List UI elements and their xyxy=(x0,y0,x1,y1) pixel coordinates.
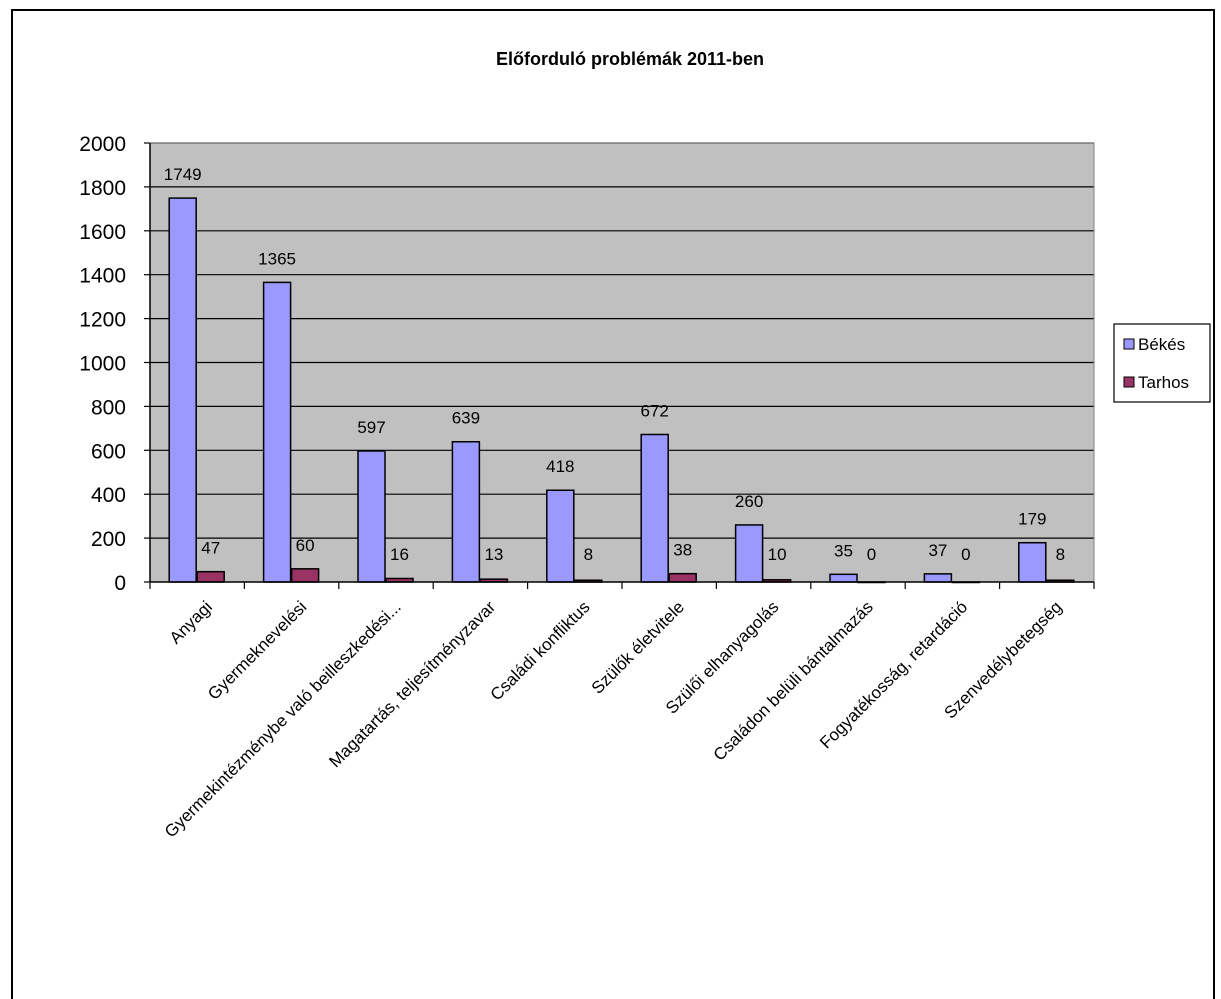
data-label: 179 xyxy=(1018,510,1046,529)
data-label: 1749 xyxy=(164,165,202,184)
bar-bekes xyxy=(357,450,386,583)
data-label: 260 xyxy=(735,492,763,511)
bar-bekes xyxy=(829,573,858,583)
bar-tarhos xyxy=(668,572,697,583)
category-label: Szülők életvitele xyxy=(588,597,688,697)
y-tick-label: 1000 xyxy=(79,353,126,376)
bar-tarhos xyxy=(290,568,320,583)
data-label: 37 xyxy=(928,541,947,560)
bar-bekes xyxy=(262,281,292,583)
legend-label: Tarhos xyxy=(1138,373,1189,392)
data-label: 10 xyxy=(768,545,787,564)
data-label: 60 xyxy=(296,536,315,555)
category-label: Családi konfliktus xyxy=(487,597,594,704)
bar-bekes xyxy=(451,440,481,583)
bar-tarhos xyxy=(196,570,225,583)
legend-label: Békés xyxy=(1138,335,1185,354)
y-tick-label: 600 xyxy=(91,440,126,463)
bar-bekes xyxy=(168,197,197,583)
y-tick-label: 200 xyxy=(91,528,126,551)
data-label: 16 xyxy=(390,545,409,564)
data-label: 0 xyxy=(961,545,970,564)
category-label: Anyagi xyxy=(166,597,216,647)
y-tick-label: 1800 xyxy=(79,177,126,200)
bar-bekes xyxy=(546,489,575,583)
data-label: 639 xyxy=(452,409,480,428)
y-tick-label: 1200 xyxy=(79,309,126,332)
data-label: 1365 xyxy=(258,249,296,268)
legend: Békés Tarhos xyxy=(1113,323,1211,403)
data-label: 672 xyxy=(641,401,669,420)
category-label: Családon belüli bántalmazás xyxy=(710,597,877,764)
data-label: 597 xyxy=(357,418,385,437)
y-tick-label: 0 xyxy=(114,572,126,595)
y-tick-label: 1400 xyxy=(79,265,126,288)
bar-bekes xyxy=(923,573,953,583)
category-label: Magatartás, teljesítményzavar xyxy=(325,597,499,771)
data-label: 8 xyxy=(1056,545,1065,564)
bar-bekes xyxy=(1018,541,1047,583)
plot-area: 0200400600800100012001400160018002000174… xyxy=(79,133,1095,841)
y-tick-label: 2000 xyxy=(79,133,126,156)
legend-swatch xyxy=(1123,338,1135,350)
bar-bekes xyxy=(640,433,669,583)
y-tick-label: 1600 xyxy=(79,221,126,244)
data-label: 38 xyxy=(673,541,692,560)
legend-box xyxy=(1113,323,1211,403)
data-label: 8 xyxy=(584,545,593,564)
chart-title: Előforduló problémák 2011-ben xyxy=(496,49,764,69)
data-label: 418 xyxy=(546,457,574,476)
bar-bekes xyxy=(734,524,764,583)
category-label: Gyermeknevelési xyxy=(204,597,310,703)
data-label: 35 xyxy=(834,541,853,560)
y-tick-label: 400 xyxy=(91,484,126,507)
data-label: 13 xyxy=(484,545,503,564)
data-label: 0 xyxy=(867,545,876,564)
legend-swatch xyxy=(1123,376,1135,388)
y-tick-label: 800 xyxy=(91,396,126,419)
data-label: 47 xyxy=(201,539,220,558)
